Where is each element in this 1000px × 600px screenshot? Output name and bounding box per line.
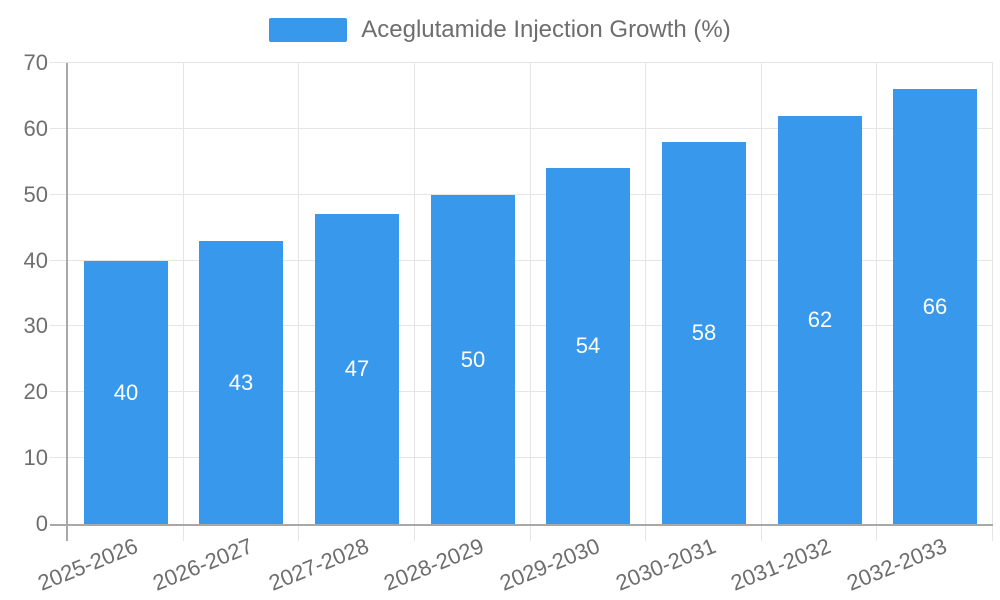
gridline-vertical [645, 63, 646, 541]
gridline-horizontal [50, 62, 993, 63]
x-axis-tick-label: 2025-2026 [33, 533, 141, 596]
legend-swatch-icon [269, 18, 348, 42]
y-axis-tick-label: 30 [23, 313, 48, 339]
legend-label: Aceglutamide Injection Growth (%) [361, 16, 731, 43]
y-axis-tick-label: 70 [23, 50, 48, 75]
gridline-vertical [530, 63, 531, 541]
bar-value-label: 54 [575, 333, 601, 358]
y-axis-tick-label: 10 [23, 445, 48, 471]
gridline-vertical [761, 63, 762, 541]
bar-value-label: 58 [691, 320, 717, 345]
y-axis-tick-label: 0 [35, 511, 48, 536]
legend[interactable]: Aceglutamide Injection Growth (%) [0, 16, 1000, 44]
x-axis-tick-label: 2032-2033 [843, 533, 951, 596]
bar-value-label: 66 [922, 293, 948, 319]
bar[interactable]: 47 [315, 214, 399, 524]
gridline-vertical [992, 63, 993, 541]
bar[interactable]: 54 [546, 168, 630, 524]
gridline-vertical [414, 63, 415, 541]
x-axis-tick-label: 2030-2031 [612, 533, 719, 596]
bar-value-label: 50 [460, 346, 486, 372]
gridline-vertical [298, 63, 299, 541]
x-axis-tick-label: 2028-2029 [380, 533, 488, 596]
y-axis-tick-label: 40 [23, 247, 48, 273]
x-axis-tick-label: 2027-2028 [265, 533, 373, 596]
bar[interactable]: 43 [199, 241, 283, 524]
y-axis-line [66, 63, 68, 541]
bar-value-label: 62 [807, 307, 833, 332]
bar[interactable]: 50 [431, 195, 515, 524]
bar-value-label: 43 [228, 369, 254, 395]
bar[interactable]: 58 [662, 142, 746, 524]
gridline-vertical [183, 63, 184, 541]
bar[interactable]: 62 [778, 116, 862, 524]
bar-value-label: 40 [113, 379, 139, 405]
x-axis-tick-label: 2026-2027 [149, 533, 257, 596]
gridline-vertical [876, 63, 877, 541]
bar[interactable]: 40 [84, 261, 168, 524]
x-axis-line [50, 524, 993, 526]
x-axis-tick-label: 2029-2030 [496, 533, 604, 596]
bar[interactable]: 66 [893, 89, 977, 524]
bar-value-label: 47 [344, 356, 370, 381]
plot-area: 0 10 20 30 40 50 60 70 40 43 47 50 54 58 62 66 2025-2026… [24, 50, 993, 596]
y-axis-tick-label: 60 [23, 115, 48, 141]
x-axis-tick-label: 2031-2032 [727, 533, 835, 596]
y-axis-tick-label: 50 [23, 181, 48, 207]
y-axis-tick-label: 20 [23, 379, 48, 405]
